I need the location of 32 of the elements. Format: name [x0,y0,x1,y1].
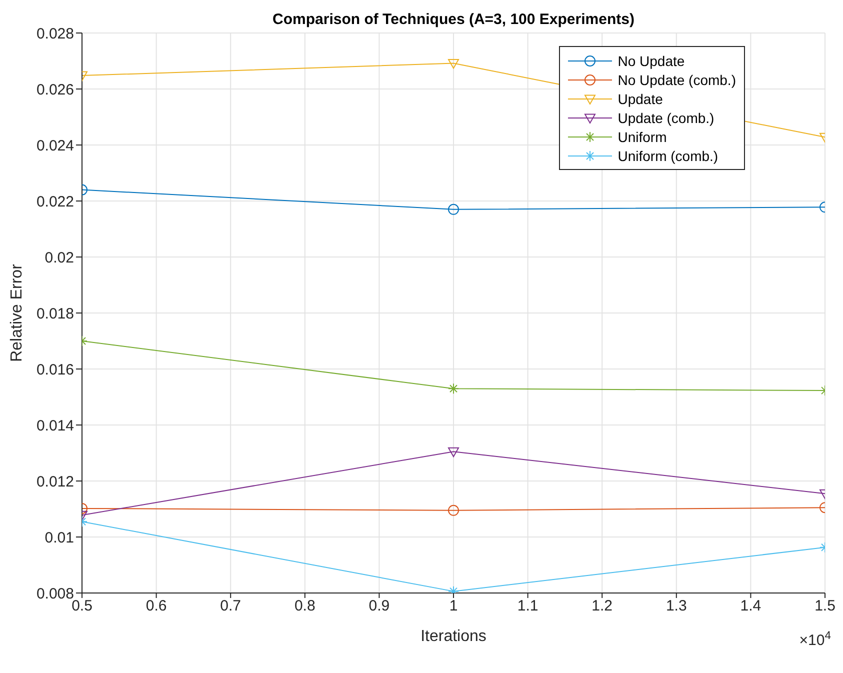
y-axis-title: Relative Error [8,263,26,362]
y-tick-label: 0.018 [36,305,74,322]
y-tick-label: 0.008 [36,585,74,602]
y-tick-label: 0.028 [36,25,74,42]
y-tick-label: 0.012 [36,473,74,490]
chart-title: Comparison of Techniques (A=3, 100 Experiments) [272,11,634,28]
x-tick-label: 1.5 [814,598,836,615]
x-tick-label: 1.2 [592,598,613,615]
legend-label: Uniform (comb.) [618,148,718,164]
y-tick-label: 0.022 [36,193,74,210]
legend-label: No Update (comb.) [618,72,736,88]
x-tick-label: 0.6 [146,598,167,615]
x-tick-label: 1 [449,598,458,615]
x-tick-label: 0.7 [220,598,242,615]
legend-label: Update [618,90,663,106]
x-tick-label: 0.9 [368,598,390,615]
y-tick-label: 0.024 [36,137,74,154]
y-tick-label: 0.016 [36,361,74,378]
x-tick-label: 1.4 [740,598,762,615]
x-tick-label: 0.8 [294,598,316,615]
legend-label: Update (comb.) [618,110,714,126]
x-tick-label: 1.3 [666,598,687,615]
y-tick-label: 0.014 [36,417,74,434]
y-tick-label: 0.01 [44,529,74,546]
text: ×10$^{4}$ [799,630,831,649]
x-tick-label: 0.5 [72,598,92,615]
y-tick-label: 0.026 [36,81,74,98]
y-tick-label: 0.02 [44,249,74,266]
x-tick-label: 1.1 [517,598,538,615]
x-axis-title: Iterations [420,628,486,645]
legend-label: No Update [618,52,685,68]
legend-label: Uniform [618,128,667,144]
